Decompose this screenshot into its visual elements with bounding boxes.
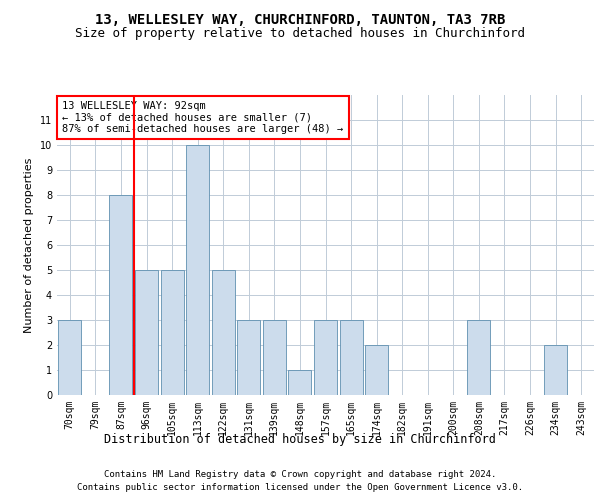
Bar [314, 320, 337, 395]
Bar [135, 270, 158, 395]
Bar [289, 370, 311, 395]
Bar [212, 270, 235, 395]
Bar [263, 320, 286, 395]
Bar [186, 145, 209, 395]
Bar [544, 345, 567, 395]
Text: Size of property relative to detached houses in Churchinford: Size of property relative to detached ho… [75, 28, 525, 40]
Bar [340, 320, 362, 395]
Bar [109, 195, 133, 395]
Text: Distribution of detached houses by size in Churchinford: Distribution of detached houses by size … [104, 432, 496, 446]
Bar [58, 320, 81, 395]
Text: Contains public sector information licensed under the Open Government Licence v3: Contains public sector information licen… [77, 482, 523, 492]
Bar [467, 320, 490, 395]
Text: 13, WELLESLEY WAY, CHURCHINFORD, TAUNTON, TA3 7RB: 13, WELLESLEY WAY, CHURCHINFORD, TAUNTON… [95, 12, 505, 26]
Bar [161, 270, 184, 395]
Bar [365, 345, 388, 395]
Text: 13 WELLESLEY WAY: 92sqm
← 13% of detached houses are smaller (7)
87% of semi-det: 13 WELLESLEY WAY: 92sqm ← 13% of detache… [62, 101, 344, 134]
Text: Contains HM Land Registry data © Crown copyright and database right 2024.: Contains HM Land Registry data © Crown c… [104, 470, 496, 479]
Bar [237, 320, 260, 395]
Y-axis label: Number of detached properties: Number of detached properties [25, 158, 34, 332]
